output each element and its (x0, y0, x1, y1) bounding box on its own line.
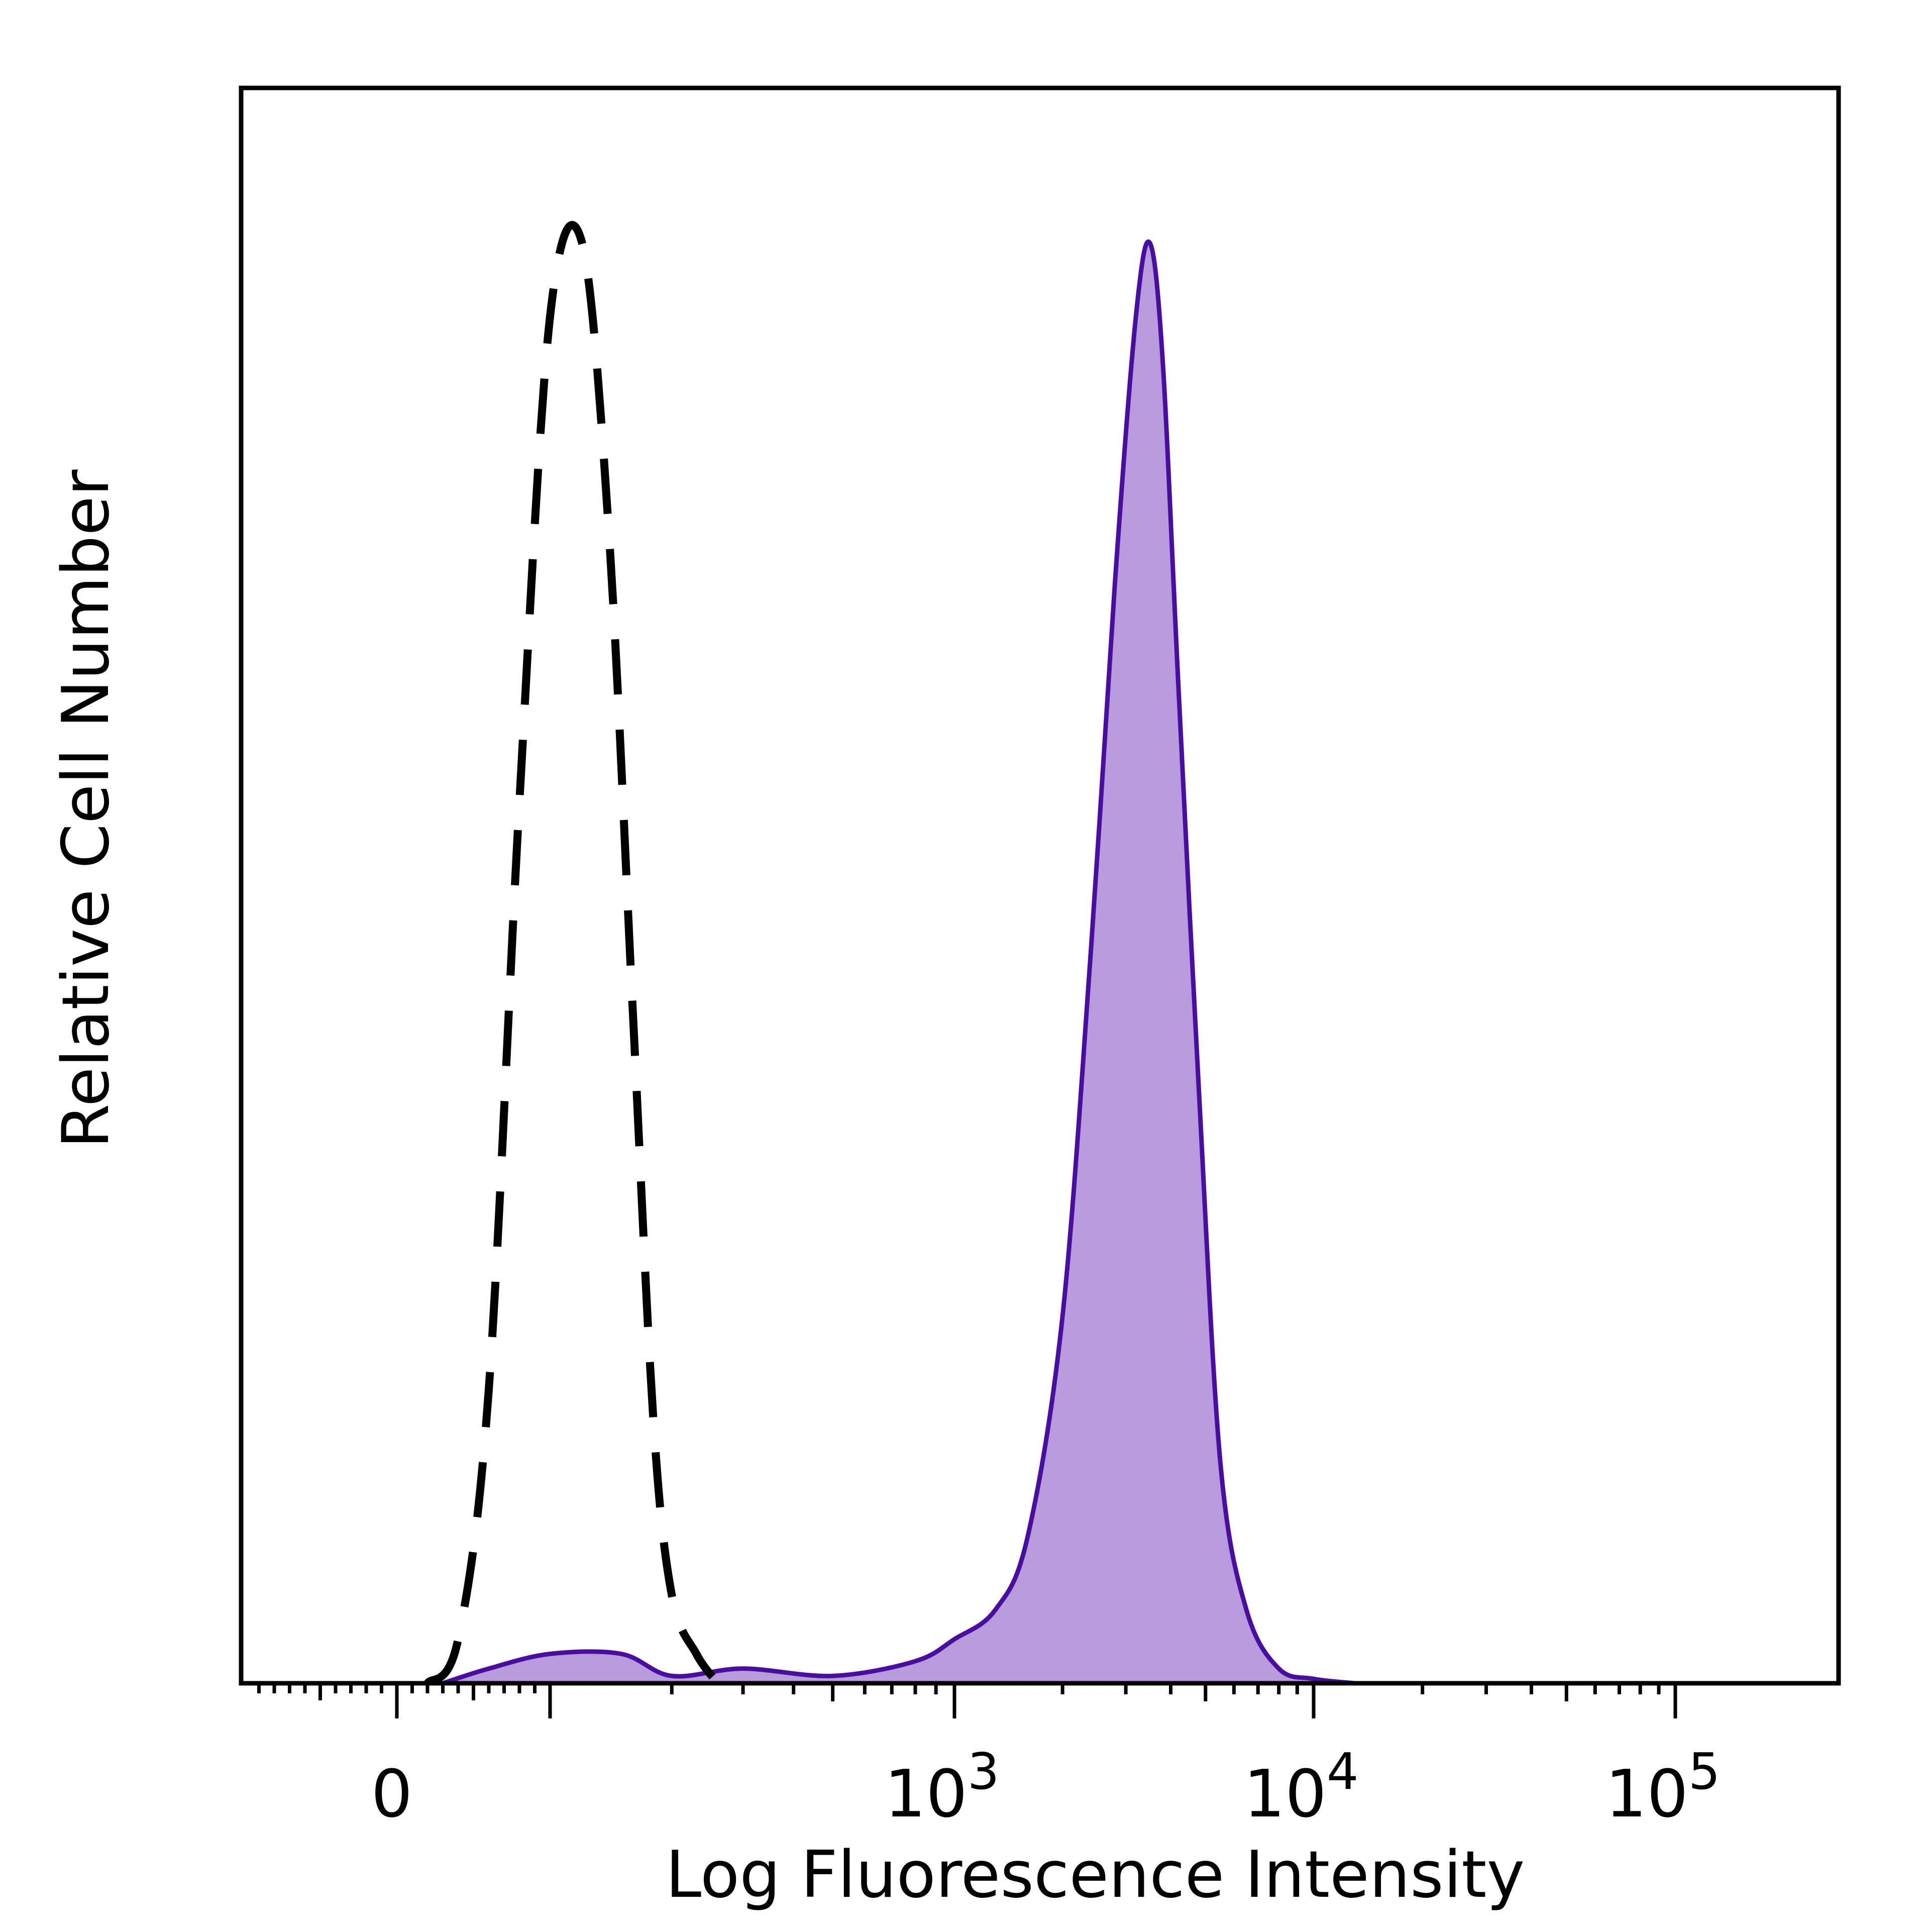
x-tick-label: 103 (884, 1742, 999, 1832)
plot-frame (239, 85, 1841, 1686)
x-tick-label: 0 (371, 1756, 413, 1832)
stained-histogram-fill (443, 241, 1355, 1683)
x-tick-label: 105 (1605, 1742, 1720, 1832)
x-tick-label: 104 (1243, 1742, 1358, 1832)
plot-layer (424, 221, 1355, 1686)
x-axis-title: Log Fluorescence Intensity (666, 1838, 1525, 1912)
x-axis-ticks (257, 1683, 1677, 1718)
stained-histogram-line (442, 239, 1355, 1686)
y-axis-title: Relative Cell Number (49, 469, 124, 1148)
x-axis-tick-labels: 0 103 104 105 (371, 1742, 1721, 1832)
